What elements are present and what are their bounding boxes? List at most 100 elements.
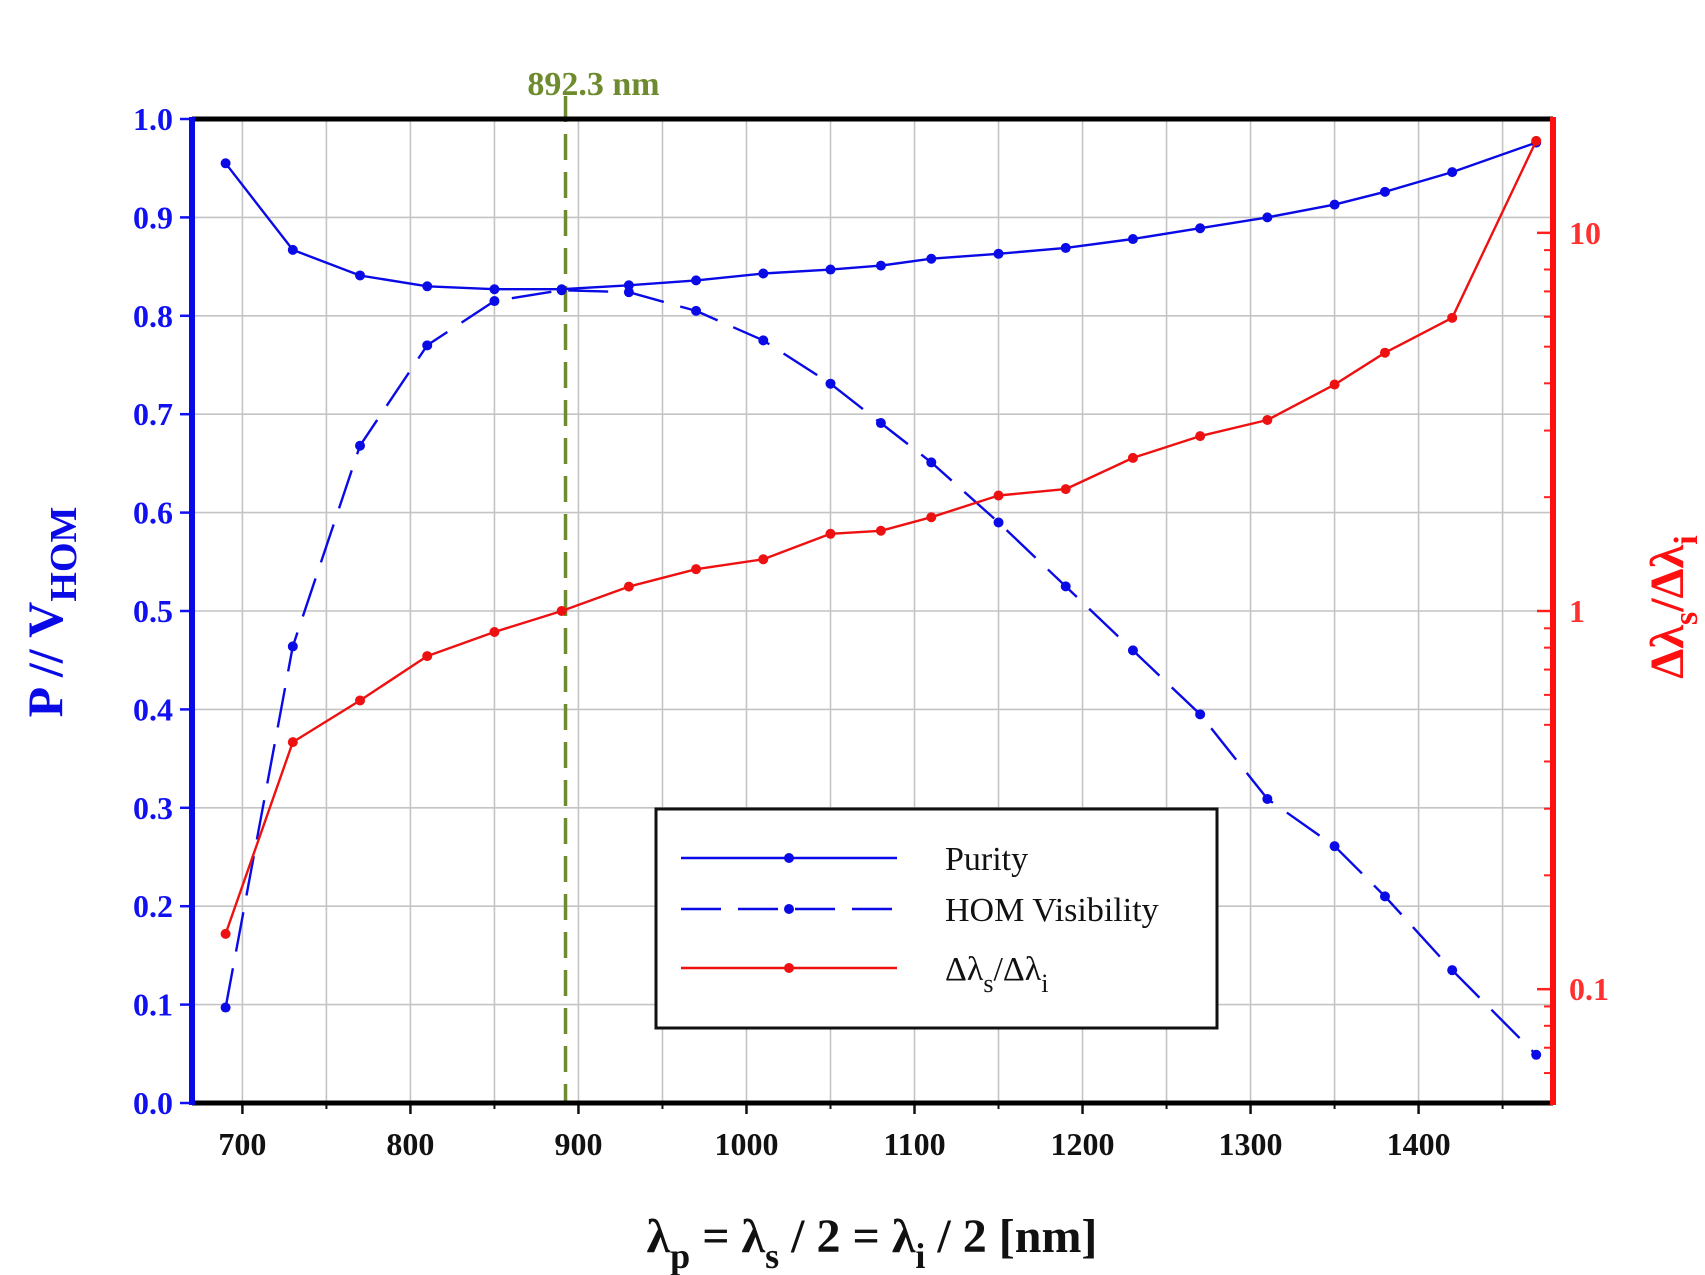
x-tick-label: 1200 [1051,1126,1115,1162]
x-tick-label: 700 [218,1126,266,1162]
data-point [691,564,702,575]
data-point [926,512,937,523]
x-axis-title: λp = λs / 2 = λi / 2 [nm] [647,1210,1098,1275]
data-point [287,737,298,748]
data-point [1447,167,1458,178]
data-point [355,270,366,281]
data-point [1329,199,1340,210]
legend-box [654,807,1219,1030]
data-point [825,528,836,539]
y-left-tick-label: 0.3 [133,790,173,826]
axes: 700 800 900 1000 1100 1200 1300 1400 0.0 0.1 0.2 0.… [133,101,1609,1162]
data-point [1262,212,1273,223]
x-tick-label: 1000 [714,1126,778,1162]
data-point [1447,312,1458,323]
data-point [1262,414,1273,425]
data-point [1447,965,1458,976]
data-point [1329,379,1340,390]
data-point [758,554,769,565]
y-left-tick-label: 0.5 [133,593,173,629]
y-right-tick-label: 10 [1569,215,1601,251]
data-point [1127,452,1138,463]
marker-line-group: 892.3 nm [527,66,660,1103]
data-point [926,457,937,468]
y-right-axis-title: Δλs/Δλi [1641,535,1705,678]
y-left-tick-label: 0.1 [133,987,173,1023]
y-left-tick-label: 0.9 [133,199,173,235]
data-point [691,305,702,316]
y-right-tick-label: 1 [1569,593,1585,629]
data-point [1127,645,1138,656]
data-point [422,281,433,292]
axis-labels: λp = λs / 2 = λi / 2 [nm] P // VHOM Δλs/Δλ… [17,507,1705,1275]
data-point [422,340,433,351]
data-point [691,275,702,286]
data-point [1262,793,1273,804]
data-point [875,418,886,429]
legend-label-0: Purity [945,841,1028,878]
data-point [623,287,634,298]
data-point [1379,186,1390,197]
data-point [825,264,836,275]
x-tick-label: 1300 [1219,1126,1283,1162]
data-point [355,440,366,451]
legend: Purity HOM Visibility Δλs/Δλi [654,807,1219,1030]
x-tick-label: 1400 [1387,1126,1451,1162]
y-left-tick-label: 1.0 [133,101,173,137]
data-point [926,253,937,264]
data-point [220,1002,231,1013]
legend-label-1: HOM Visibility [945,892,1159,929]
data-point [1531,135,1542,146]
data-point [220,928,231,939]
y-right-tick-label: 0.1 [1569,971,1609,1007]
data-point [825,378,836,389]
y-left-axis-title: P // VHOM [17,507,85,718]
data-point [1379,347,1390,358]
data-point [556,606,567,616]
y-left-tick-label: 0.0 [133,1085,173,1121]
y-left-tick-label: 0.2 [133,888,173,924]
data-point [220,158,231,169]
data-point [1329,841,1340,852]
y-left-tick-label: 0.8 [133,298,173,334]
data-point [1531,1049,1542,1060]
data-point [1195,431,1206,442]
data-point [1060,581,1071,592]
data-point [489,626,500,637]
x-tick-label: 800 [386,1126,434,1162]
data-point [355,695,366,706]
legend-label-2: Δλs/Δλi [945,951,1049,998]
data-point [875,525,886,536]
data-point [1195,709,1206,720]
data-point [623,581,634,592]
data-point [422,651,433,662]
data-point [489,296,500,307]
data-point [1379,891,1390,902]
series-group [220,135,1542,1060]
y-left-tick-label: 0.7 [133,396,173,432]
x-tick-label: 900 [554,1126,602,1162]
y-left-tick-label: 0.6 [133,495,173,531]
data-point [993,490,1004,501]
data-point [1060,484,1071,495]
data-point [758,335,769,346]
data-point [1127,234,1138,245]
data-point [875,260,886,271]
data-point [489,284,500,295]
data-point [993,517,1004,528]
data-point [623,280,634,291]
data-point [556,285,567,296]
y-left-tick-label: 0.4 [133,691,173,727]
x-tick-label: 1100 [883,1126,945,1162]
legend-marker-2 [784,963,794,973]
legend-marker-1 [784,904,794,914]
marker-label: 892.3 nm [527,66,659,103]
data-point [287,641,298,652]
data-point [1195,223,1206,234]
data-point [1060,242,1071,253]
data-point [287,244,298,255]
data-point [993,248,1004,259]
data-point [758,268,769,279]
legend-marker-0 [784,853,794,863]
